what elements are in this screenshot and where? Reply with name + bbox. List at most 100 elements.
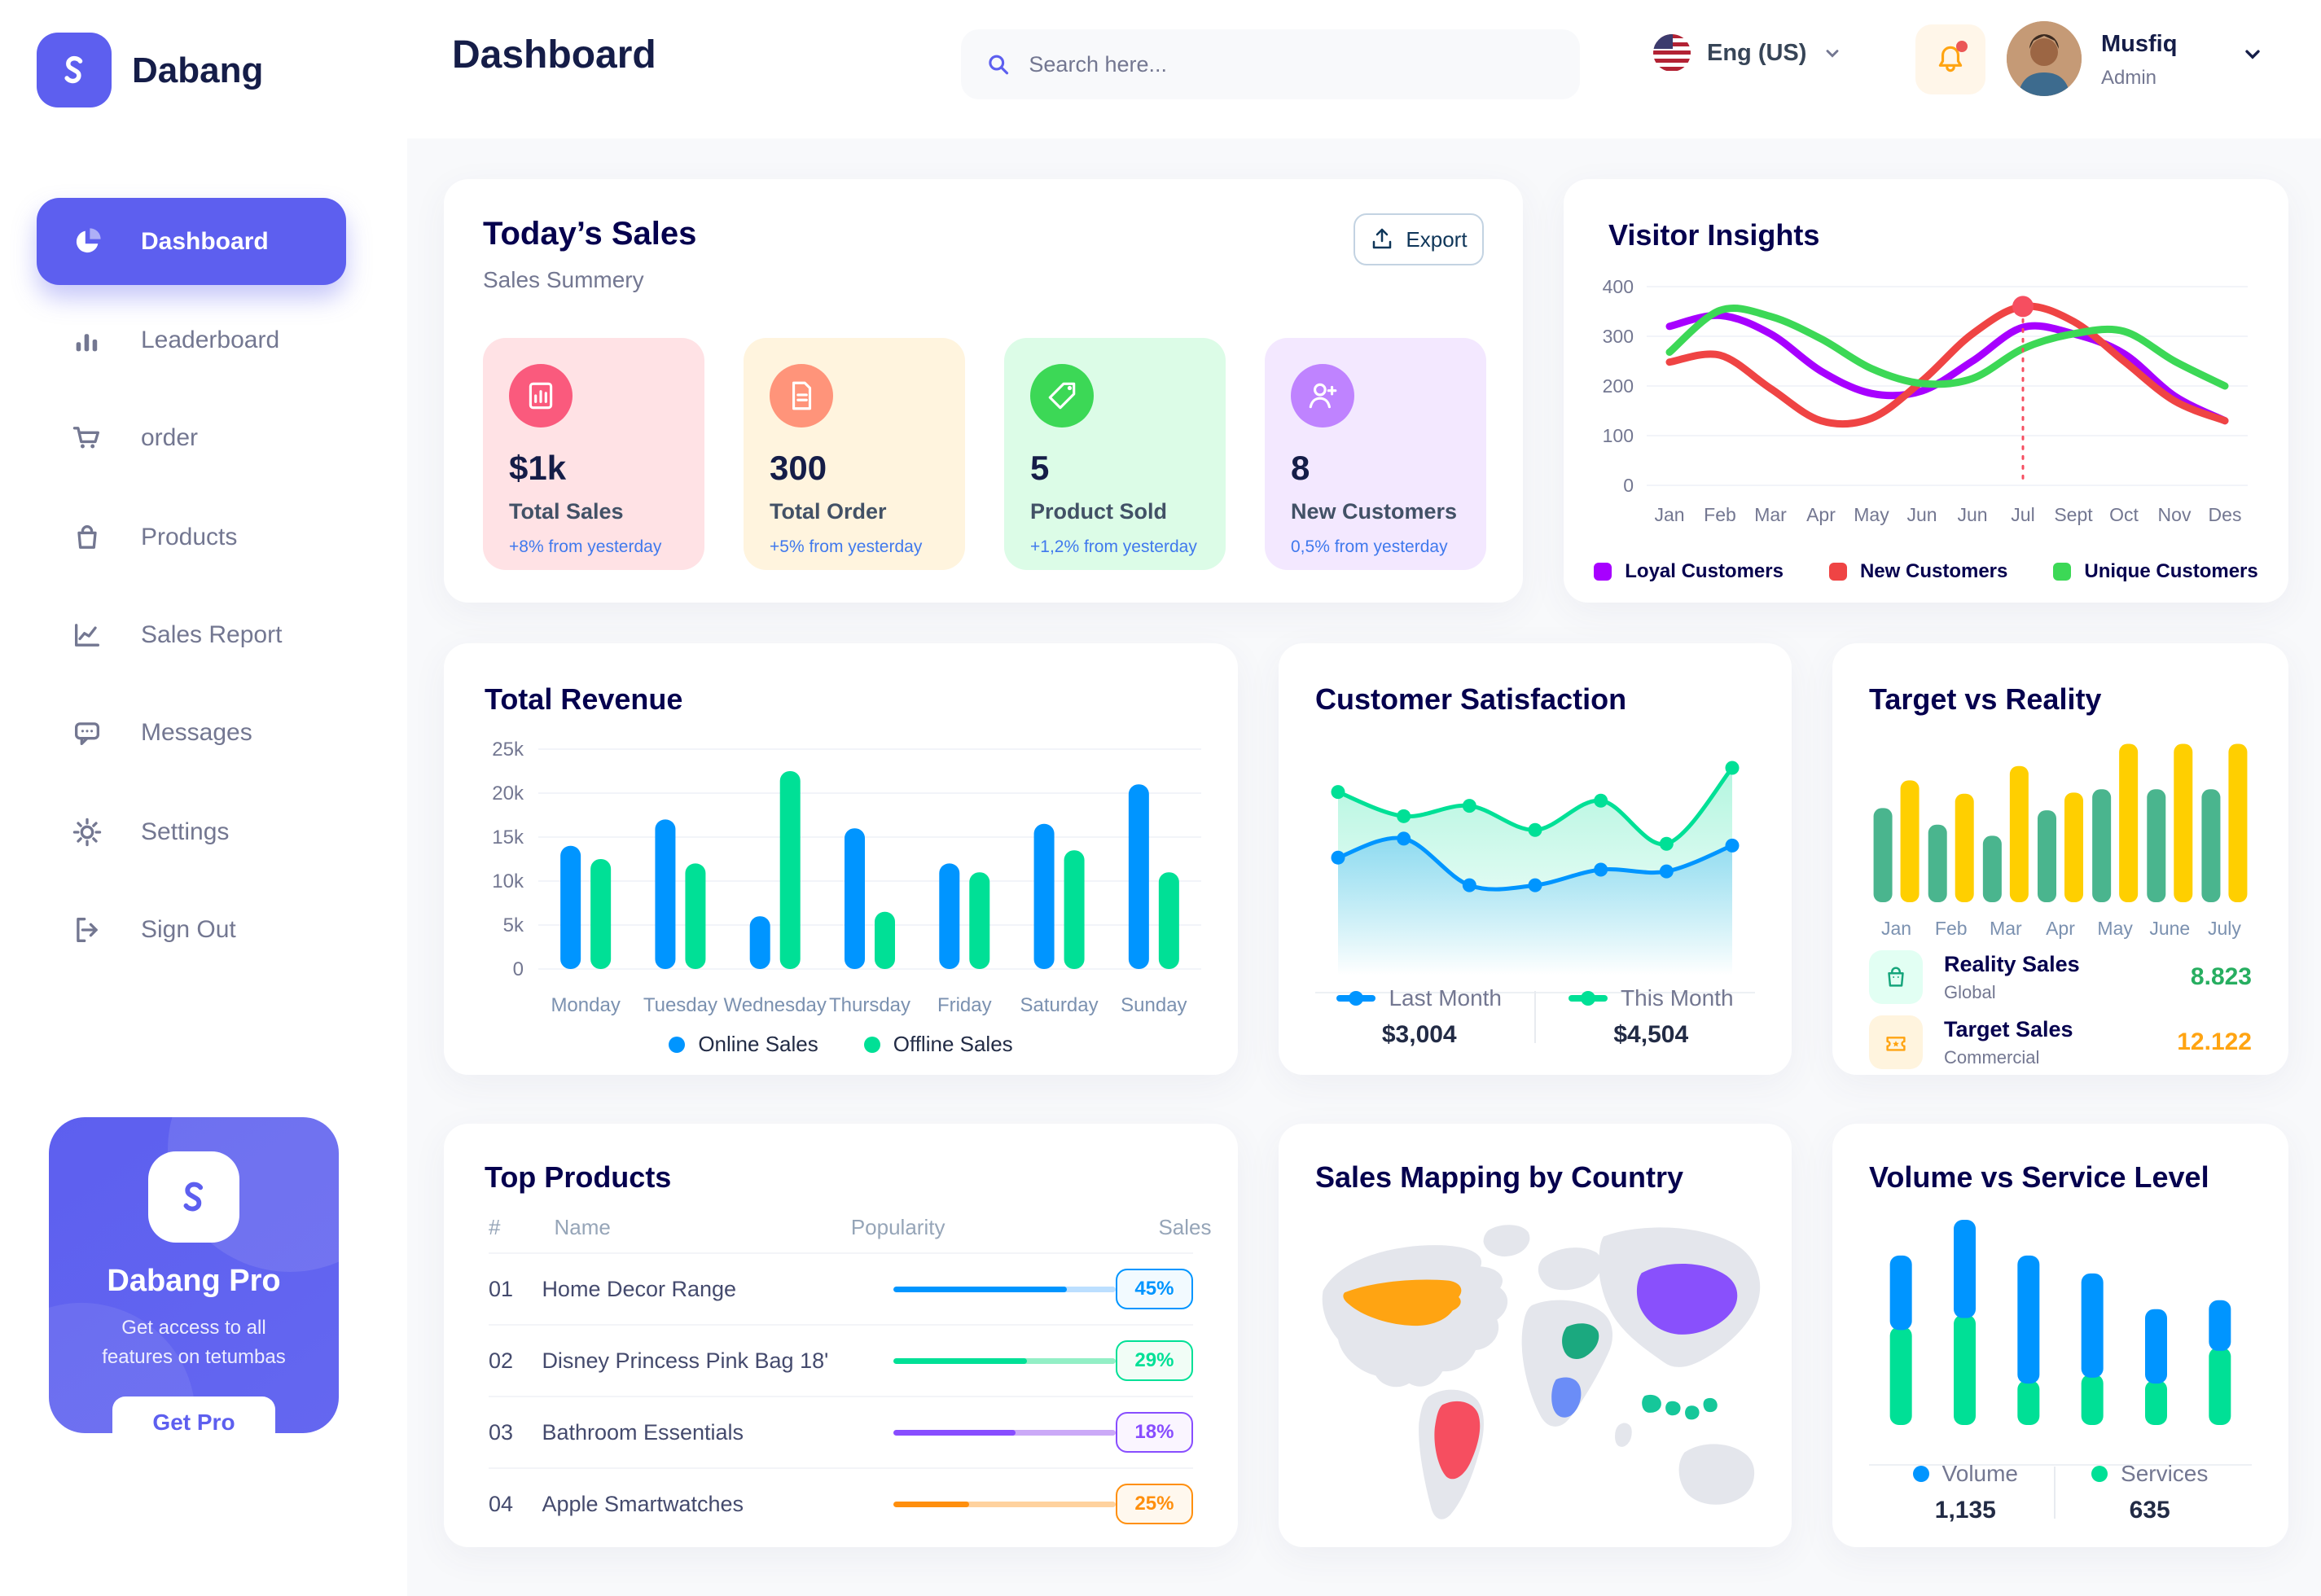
legend-volume: Volume 1,135 <box>1912 1461 2019 1524</box>
kpi-value: 5 <box>1030 449 1050 487</box>
target-vs-reality-title: Target vs Reality <box>1869 682 2102 716</box>
export-label: Export <box>1406 226 1468 252</box>
total-revenue-chart: 0 5k 10k 15k 20k 25k Monday Tuesday Wednesday Thu… <box>492 739 1201 1016</box>
sidebar-item-label: Sign Out <box>141 916 236 943</box>
search-input[interactable] <box>1029 51 1555 77</box>
brand-logo-icon <box>37 33 112 107</box>
sidebar-item-settings[interactable]: Settings <box>37 793 346 871</box>
svg-text:Feb: Feb <box>1935 918 1968 939</box>
target-vs-reality-card: Target vs Reality Jan Feb Mar Apr May June Jul… <box>1832 643 2288 1075</box>
table-row: 04 Apple Smartwatches 25% <box>489 1467 1193 1539</box>
svg-text:15k: 15k <box>492 826 524 848</box>
svg-text:Feb: Feb <box>1704 504 1736 525</box>
services-swatch <box>2091 1466 2108 1482</box>
legend-reality-sales: Reality Sales Global 8.823 <box>1869 946 2252 1008</box>
legend-label: Reality Sales <box>1944 951 2080 976</box>
pro-upgrade-card: Dabang Pro Get access to all features on… <box>49 1117 339 1433</box>
export-button[interactable]: Export <box>1354 213 1484 265</box>
avatar[interactable] <box>2007 21 2082 96</box>
visitor-insights-card: Visitor Insights 0 100 200 300 400 Jan Feb Mar A… <box>1564 179 2288 603</box>
cart-icon <box>72 427 100 449</box>
language-selector[interactable]: Eng (US) <box>1653 34 1842 72</box>
kpi-delta: +1,2% from yesterday <box>1030 537 1197 556</box>
table-row: 02 Disney Princess Pink Bag 18' 29% <box>489 1324 1193 1396</box>
sidebar-item-dashboard[interactable]: Dashboard <box>37 198 346 285</box>
product-rank: 03 <box>489 1419 514 1445</box>
sidebar-item-products[interactable]: Products <box>37 498 346 577</box>
legend-label: Online Sales <box>698 1032 818 1056</box>
order-file-icon <box>770 364 833 428</box>
legend-label: Unique Customers <box>2084 560 2258 582</box>
reality-sales-value: 8.823 <box>2190 963 2252 990</box>
col-header-name: Name <box>554 1215 611 1239</box>
product-rank: 02 <box>489 1348 514 1373</box>
total-revenue-legend: Online Sales Offline Sales <box>444 1032 1238 1057</box>
kpi-value: $1k <box>509 449 567 487</box>
sidebar-item-label: Settings <box>141 818 230 845</box>
popularity-bar <box>893 1501 1116 1507</box>
sidebar-item-label: Messages <box>141 719 252 746</box>
customer-satisfaction-title: Customer Satisfaction <box>1315 682 1627 716</box>
table-header: # Name Popularity Sales <box>489 1215 1212 1240</box>
popularity-bar <box>893 1429 1116 1436</box>
pro-logo-icon <box>148 1151 239 1243</box>
user-menu-chevron-icon[interactable] <box>2241 42 2264 65</box>
product-rank: 04 <box>489 1491 514 1516</box>
country-china <box>1636 1264 1738 1335</box>
kpi-delta: 0,5% from yesterday <box>1291 537 1448 556</box>
legend-last-month: Last Month $3,004 <box>1336 985 1502 1049</box>
sidebar-item-leaderboard[interactable]: Leaderboard <box>37 301 346 379</box>
svg-text:May: May <box>1854 504 1889 525</box>
svg-text:25k: 25k <box>492 739 524 761</box>
volume-vs-service-chart <box>1889 1220 2231 1425</box>
legend-label: Volume <box>1941 1461 2019 1486</box>
sidebar-item-sales-report[interactable]: Sales Report <box>37 596 346 674</box>
legend-divider <box>1534 991 1537 1043</box>
total-revenue-card: Total Revenue 0 5k 10k 15k 20k 25k Monday Tuesd… <box>444 643 1238 1075</box>
col-header-sales: Sales <box>1158 1215 1212 1239</box>
leaderboard-bars-icon <box>76 334 98 352</box>
kpi-card-new-customers: 8 New Customers 0,5% from yesterday <box>1265 338 1486 570</box>
sidebar-item-order[interactable]: order <box>37 399 346 477</box>
legend-unique-customers: Unique Customers <box>2053 560 2258 583</box>
svg-text:100: 100 <box>1603 425 1634 446</box>
new-customers-swatch <box>1828 563 1847 581</box>
svg-text:400: 400 <box>1603 276 1634 297</box>
today-sales-card: Today’s Sales Sales Summery Export $1k T… <box>444 179 1523 603</box>
tag-icon <box>1030 364 1094 428</box>
get-pro-button[interactable]: Get Pro <box>112 1396 275 1433</box>
this-month-total: $4,504 <box>1613 1021 1689 1048</box>
online-sales-swatch <box>669 1036 686 1053</box>
popularity-bar <box>893 1357 1116 1364</box>
product-name: Bathroom Essentials <box>542 1419 744 1445</box>
sidebar-item-label: Leaderboard <box>141 327 280 353</box>
legend-label: New Customers <box>1859 560 2008 582</box>
customer-satisfaction-card: Customer Satisfaction Last Month $3,004 … <box>1279 643 1792 1075</box>
sales-badge: 25% <box>1115 1484 1193 1524</box>
volume-vs-service-title: Volume vs Service Level <box>1869 1160 2209 1194</box>
legend-label: Target Sales <box>1944 1016 2073 1041</box>
svg-text:Apr: Apr <box>2046 918 2075 939</box>
svg-text:Saturday: Saturday <box>1020 994 1099 1016</box>
sidebar-item-sign-out[interactable]: Sign Out <box>37 891 346 969</box>
sidebar-item-messages[interactable]: Messages <box>37 694 346 772</box>
visitor-insights-chart: 0 100 200 300 400 Jan Feb Mar Apr May Jun Jun Jul Sep… <box>1603 276 2248 525</box>
top-products-title: Top Products <box>485 1160 672 1194</box>
notifications-button[interactable] <box>1915 24 1985 94</box>
kpi-value: 8 <box>1291 449 1310 487</box>
gear-icon <box>72 818 102 847</box>
kpi-label: Total Sales <box>509 499 624 524</box>
svg-text:5k: 5k <box>503 914 524 936</box>
bell-icon <box>1938 46 1963 72</box>
last-month-swatch <box>1336 991 1376 1006</box>
top-products-card: Top Products # Name Popularity Sales 01 … <box>444 1124 1238 1547</box>
kpi-card-total-sales: $1k Total Sales +8% from yesterday <box>483 338 704 570</box>
product-name: Disney Princess Pink Bag 18' <box>542 1348 829 1373</box>
svg-text:Jan: Jan <box>1654 504 1684 525</box>
volume-vs-service-legend: Volume 1,135 Services 635 <box>1832 1461 2288 1524</box>
svg-text:Jun: Jun <box>1957 504 1987 525</box>
svg-text:10k: 10k <box>492 870 524 892</box>
bag-icon <box>77 525 97 549</box>
legend-new-customers: New Customers <box>1828 560 2008 583</box>
legend-online-sales: Online Sales <box>669 1032 818 1057</box>
